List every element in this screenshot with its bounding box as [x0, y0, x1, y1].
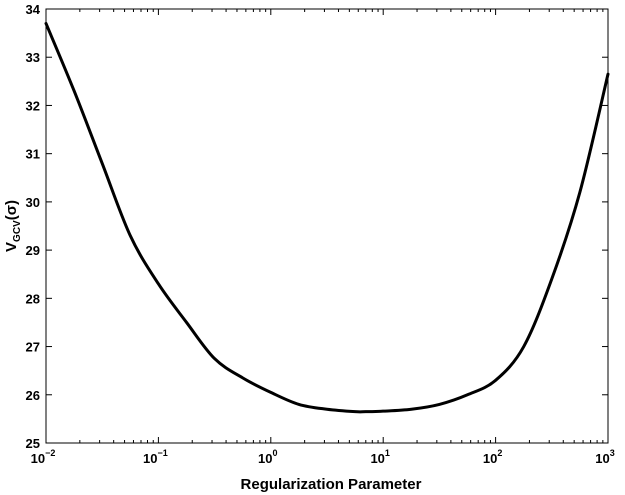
y-tick-label: 31: [26, 147, 40, 162]
y-tick-label: 28: [26, 291, 40, 306]
gcv-curve-line: [44, 21, 610, 414]
x-tick-label: 100: [258, 448, 277, 466]
tick-labels: 10−2 10−1 100 101 102 103 25 26 27 28 29 30 31 32 33 34: [26, 2, 615, 466]
x-tick-label: 10−1: [143, 448, 168, 466]
y-tick-label: 34: [26, 2, 41, 17]
y-tick-label: 29: [26, 243, 40, 258]
y-axis-label-subscript: GCV: [12, 220, 23, 242]
axis-ticks: [45, 8, 609, 444]
y-tick-label: 32: [26, 98, 40, 113]
y-axis-label: VGCV(σ): [3, 200, 23, 252]
y-axis-label-suffix: (σ): [3, 200, 20, 220]
x-axis-label: Regularization Parameter: [241, 476, 422, 493]
y-tick-label: 30: [26, 195, 40, 210]
y-tick-label: 27: [26, 340, 40, 355]
x-tick-label: 10−2: [31, 448, 56, 466]
x-tick-label: 103: [595, 448, 614, 466]
x-tick-label: 101: [370, 448, 389, 466]
y-tick-label: 33: [26, 50, 40, 65]
y-tick-label: 26: [26, 388, 40, 403]
x-tick-label: 102: [483, 448, 502, 466]
y-axis-label-main: V: [3, 242, 20, 252]
y-tick-label: 25: [26, 436, 40, 451]
plot-area-frame: [45, 8, 609, 444]
